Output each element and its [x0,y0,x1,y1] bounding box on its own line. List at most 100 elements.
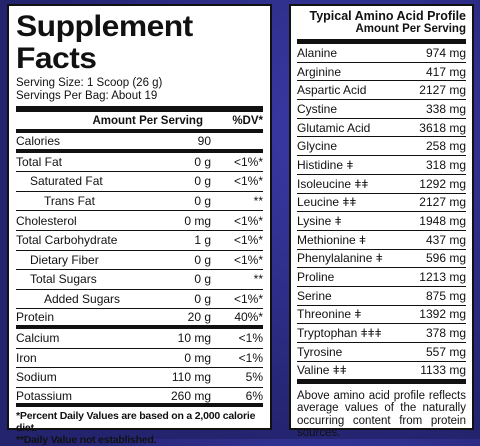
nutrient-row: Dietary Fiber 0 g <1%* [16,251,263,271]
amino-acid-value: 318 mg [425,157,466,172]
nutrient-amount: 1 g [194,233,211,248]
nutrient-name: Sodium [16,370,57,385]
amino-acid-row: Valine ǂǂ 1133 mg [297,362,466,384]
footnote-dv: *Percent Daily Values are based on a 2,0… [16,410,256,435]
amino-acid-value: 437 mg [425,232,466,247]
amino-acid-name: Tryptophan ǂǂǂ [297,326,382,341]
amino-acid-value: 557 mg [425,344,466,359]
nutrient-amount: 0 g [194,272,211,287]
nutrient-name: Total Fat [16,154,63,169]
amino-acid-name: Lysine ǂ [297,214,342,229]
dv-header: %DV* [232,114,263,127]
amino-acid-name: Tyrosine [297,344,343,359]
nutrient-name: Trans Fat [44,194,95,209]
amino-acid-value: 596 mg [425,251,466,266]
nutrient-amount: 0 g [194,252,211,267]
nutrient-name: Cholesterol [16,213,77,228]
amino-profile-subtitle: Amount Per Serving [355,23,466,35]
nutrient-amount: 0 g [194,174,211,189]
nutrient-dv: <1%* [233,154,263,169]
nutrient-dv: 40%* [234,310,263,325]
amino-acid-value: 2127 mg [419,83,466,98]
amino-acid-value: 1948 mg [419,214,466,229]
amino-acid-value: 3618 mg [419,120,466,135]
nutrient-name: Calcium [16,331,60,346]
amino-acid-name: Valine ǂǂ [297,363,347,378]
amino-acid-row: Glutamic Acid 3618 mg [297,119,466,138]
nutrient-name: Total Carbohydrate [16,233,118,248]
nutrient-name: Total Sugars [30,272,97,287]
nutrient-row: Protein 20 g 40%* [16,309,263,329]
amino-acid-name: Glutamic Acid [297,120,371,135]
nutrient-row: Cholesterol 0 mg <1%* [16,211,263,231]
nutrient-amount: 10 mg [177,331,211,346]
amino-acid-name: Glycine [297,139,338,154]
amino-acid-value: 258 mg [425,139,466,154]
amino-acid-row: Proline 1213 mg [297,268,466,287]
nutrient-row: Trans Fat 0 g ** [16,192,263,212]
divider-thick [16,106,263,112]
amino-acid-name: Serine [297,288,332,303]
amino-acid-row: Lysine ǂ 1948 mg [297,212,466,231]
amino-profile-note: Above amino acid profile reflects averag… [297,389,466,440]
footnote-not-established: **Daily Value not established. [16,434,157,446]
nutrient-row: Saturated Fat 0 g <1%* [16,172,263,192]
nutrient-amount: 0 g [194,194,211,209]
amino-acid-name: Proline [297,270,335,285]
nutrient-row: Total Sugars 0 g ** [16,270,263,290]
nutrient-dv: 6% [245,388,263,403]
nutrient-name: Iron [16,350,37,365]
amino-acid-name: Cystine [297,101,338,116]
nutrient-name: Potassium [16,388,73,403]
nutrient-row: Calcium 10 mg <1% [16,329,263,349]
nutrient-row: Added Sugars 0 g <1%* [16,290,263,310]
amino-acid-name: Arginine [297,64,342,79]
nutrient-row: Iron 0 mg <1% [16,349,263,369]
amino-acid-value: 338 mg [425,101,466,116]
amino-acid-row: Leucine ǂǂ 2127 mg [297,194,466,213]
nutrient-amount: 0 mg [184,213,211,228]
amino-acid-value: 974 mg [425,45,466,60]
amino-acid-value: 875 mg [425,288,466,303]
nutrient-name: Dietary Fiber [30,252,99,267]
nutrient-dv: <1%* [233,174,263,189]
amount-per-serving-header: Amount Per Serving [92,114,203,127]
nutrient-dv: <1%* [233,252,263,267]
nutrient-amount: 110 mg [171,370,211,385]
nutrient-dv: <1%* [233,213,263,228]
amino-acid-value: 1133 mg [420,363,466,378]
nutrient-row: Total Fat 0 g <1%* [16,153,263,173]
servings-per-bag: Servings Per Bag: About 19 [16,90,158,102]
amino-acid-name: Methionine ǂ [297,232,367,247]
amino-acid-row: Glycine 258 mg [297,137,466,157]
nutrient-amount: 0 g [194,154,211,169]
nutrient-name: Added Sugars [44,292,121,307]
nutrient-name: Protein [16,310,55,325]
nutrient-list: Calories 90 Total Fat 0 g <1%* Saturated Fat 0… [16,133,263,408]
nutrient-dv: ** [253,272,263,287]
amino-acid-row: Aspartic Acid 2127 mg [297,81,466,101]
nutrient-name: Calories [16,133,61,148]
amino-acid-name: Isoleucine ǂǂ [297,176,369,191]
amino-profile-title: Typical Amino Acid Profile [309,9,466,23]
nutrient-row: Potassium 260 mg 6% [16,388,263,408]
amino-acid-row: Cystine 338 mg [297,100,466,119]
amino-acid-value: 417 mg [425,64,466,79]
supplement-facts-title: Supplement Facts [16,10,193,75]
column-header: Amount Per Serving %DV* [16,112,263,133]
amino-acid-name: Threonine ǂ [297,307,362,322]
amino-acid-list: Alanine 974 mg Arginine 417 mg Aspartic Acid… [297,39,466,384]
nutrient-row: Total Carbohydrate 1 g <1%* [16,231,263,251]
amino-acid-panel: Typical Amino Acid Profile Amount Per Se… [289,4,474,439]
nutrient-amount: 0 mg [184,350,211,365]
amino-acid-name: Phenylalanine ǂ [297,251,383,266]
amino-acid-name: Leucine ǂǂ [297,195,357,210]
nutrient-dv: 5% [245,370,263,385]
serving-size: Serving Size: 1 Scoop (26 g) [16,77,163,89]
amino-acid-value: 2127 mg [419,195,466,210]
amino-acid-value: 1213 mg [419,270,466,285]
nutrient-row: Sodium 110 mg 5% [16,368,263,388]
amino-acid-row: Phenylalanine ǂ 596 mg [297,250,466,269]
nutrient-amount: 90 [197,133,211,148]
supplement-facts-panel: Supplement Facts Serving Size: 1 Scoop (… [7,4,272,446]
